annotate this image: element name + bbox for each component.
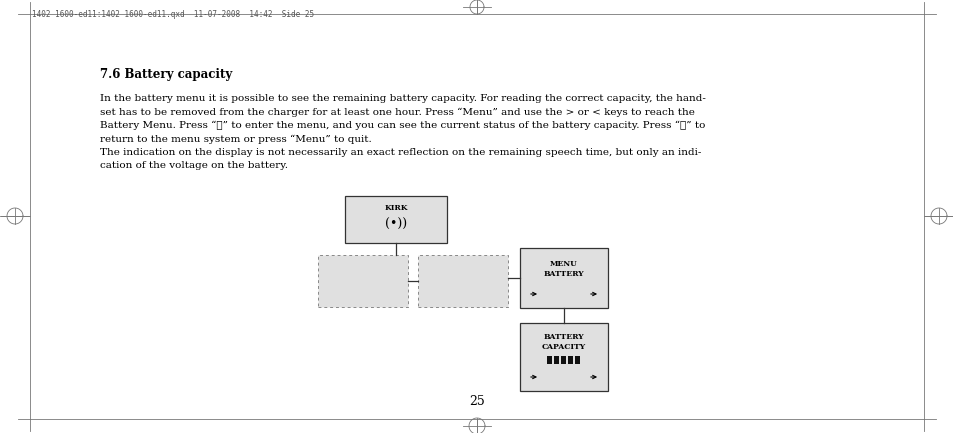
Text: set has to be removed from the charger for at least one hour. Press “Menu” and u: set has to be removed from the charger f…: [100, 107, 694, 117]
Bar: [547, 356, 552, 364]
Text: 25: 25: [469, 395, 484, 408]
Bar: [519, 323, 607, 391]
Bar: [554, 356, 558, 364]
Text: MENU: MENU: [550, 260, 578, 268]
Text: CAPACITY: CAPACITY: [541, 343, 585, 351]
Bar: [568, 356, 573, 364]
Bar: [317, 255, 408, 307]
Bar: [345, 196, 447, 243]
Text: The indication on the display is not necessarily an exact reflection on the rema: The indication on the display is not nec…: [100, 148, 700, 157]
Text: return to the menu system or press “Menu” to quit.: return to the menu system or press “Menu…: [100, 135, 372, 144]
Text: (•)): (•)): [384, 218, 407, 231]
Text: cation of the voltage on the battery.: cation of the voltage on the battery.: [100, 162, 288, 171]
Text: 7.6 Battery capacity: 7.6 Battery capacity: [100, 68, 232, 81]
Text: 1402 1600-ed11:1402 1600-ed11.qxd  11-07-2008  14:42  Side 25: 1402 1600-ed11:1402 1600-ed11.qxd 11-07-…: [32, 10, 314, 19]
Bar: [519, 248, 607, 308]
Text: Battery Menu. Press “✓” to enter the menu, and you can see the current status of: Battery Menu. Press “✓” to enter the men…: [100, 121, 704, 130]
Bar: [561, 356, 566, 364]
Bar: [417, 255, 507, 307]
Text: KIRK: KIRK: [384, 204, 407, 212]
Text: BATTERY: BATTERY: [543, 333, 583, 341]
Bar: [575, 356, 579, 364]
Text: In the battery menu it is possible to see the remaining battery capacity. For re: In the battery menu it is possible to se…: [100, 94, 705, 103]
Text: BATTERY: BATTERY: [543, 270, 583, 278]
